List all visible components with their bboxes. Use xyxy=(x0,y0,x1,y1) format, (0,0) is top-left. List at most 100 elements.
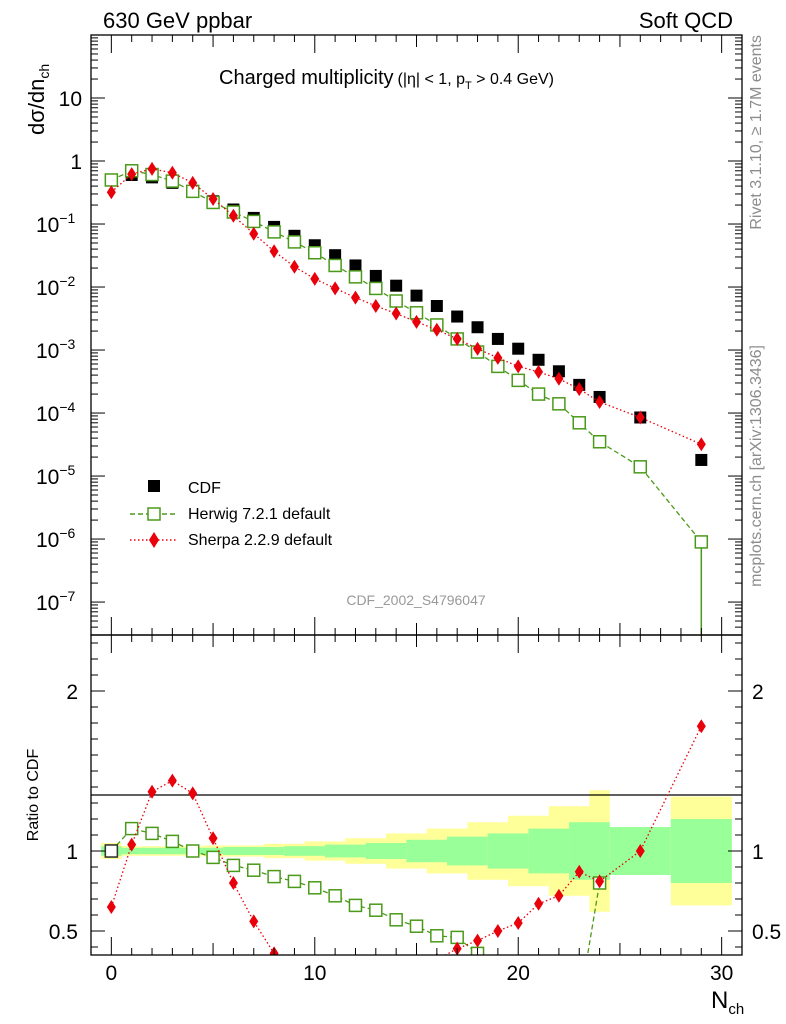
main-point-cdf xyxy=(512,342,525,355)
ratio-band-inner xyxy=(284,846,325,856)
ratio-point-sherpa xyxy=(473,933,483,948)
analysis-watermark: CDF_2002_S4796047 xyxy=(346,592,486,608)
ratio-point-herwig xyxy=(226,858,241,873)
ratio-ytick-label-left: 0.5 xyxy=(49,921,78,944)
ratio-band-inner xyxy=(406,839,448,863)
main-line-sherpa xyxy=(110,168,702,445)
ratio-band-inner xyxy=(365,843,407,859)
main-point-cdf xyxy=(451,310,464,323)
ratio-ytick-label-right: 1 xyxy=(752,841,764,864)
ratio-band-inner xyxy=(487,833,529,869)
main-point-cdf xyxy=(349,259,362,272)
ratio-ytick-label-left: 2 xyxy=(66,681,78,704)
main-ytick-label: 10−4 xyxy=(36,399,76,426)
legend-marker-sherpa xyxy=(149,532,159,548)
main-point-sherpa xyxy=(473,341,483,356)
main-point-herwig xyxy=(104,173,119,187)
chart-title-cut-sub: T xyxy=(465,80,472,92)
main-point-sherpa xyxy=(534,364,544,379)
ratio-xlabel: Nch xyxy=(711,987,744,1018)
main-point-sherpa xyxy=(635,410,645,425)
ratio-point-sherpa xyxy=(167,773,177,788)
ratio-point-sherpa xyxy=(513,916,523,930)
ratio-point-sherpa xyxy=(127,837,137,852)
main-point-cdf xyxy=(390,279,403,292)
main-point-sherpa xyxy=(574,382,584,397)
main-point-sherpa xyxy=(432,322,442,337)
main-point-sherpa xyxy=(493,350,503,365)
main-point-cdf xyxy=(552,365,565,378)
main-point-herwig xyxy=(592,435,607,449)
ratio-point-sherpa xyxy=(331,988,340,1002)
ratio-band-inner xyxy=(121,847,224,855)
main-point-sherpa xyxy=(452,331,462,346)
main-ylabel: dσ/dnch xyxy=(24,64,52,135)
legend-label-cdf: CDF xyxy=(188,480,221,497)
main-ylabel-text: dσ/dn xyxy=(24,79,49,135)
main-point-cdf xyxy=(329,249,342,262)
chart-title-main: Charged multiplicity xyxy=(219,67,394,89)
main-ytick-label: 10−3 xyxy=(36,336,76,363)
ratio-point-herwig xyxy=(573,999,585,1011)
main-point-sherpa xyxy=(147,161,157,176)
main-point-sherpa xyxy=(371,298,381,313)
ratio-band-inner xyxy=(324,844,366,858)
main-point-herwig xyxy=(511,373,525,388)
main-point-sherpa xyxy=(167,165,177,180)
ratio-point-herwig xyxy=(409,919,424,933)
legend-label-sherpa: Sherpa 2.2.9 default xyxy=(188,532,333,549)
ratio-point-cdf-reference xyxy=(104,844,119,858)
ratio-point-herwig xyxy=(308,881,322,895)
main-point-sherpa xyxy=(106,185,116,200)
legend: CDF Herwig 7.2.1 default Sherpa 2.2.9 de… xyxy=(130,480,333,549)
main-ytick-label: 10−7 xyxy=(36,588,76,615)
main-point-herwig xyxy=(369,281,383,296)
chart-title: Charged multiplicity (|η| < 1, pT > 0.4 G… xyxy=(219,67,554,92)
main-point-herwig xyxy=(572,416,586,430)
main-ytick-label: 10−2 xyxy=(36,273,76,300)
main-point-cdf xyxy=(430,299,443,312)
ratio-xtick-label: 0 xyxy=(106,962,118,985)
ratio-point-sherpa xyxy=(534,896,544,911)
ratio-ytick-label-right: 2 xyxy=(752,681,764,704)
main-point-sherpa xyxy=(289,259,299,274)
main-point-herwig xyxy=(552,397,566,411)
ratio-point-herwig xyxy=(287,874,302,889)
chart-title-cut-2: > 0.4 GeV) xyxy=(472,71,554,88)
ratio-xlabel-sub: ch xyxy=(728,1001,744,1018)
ratio-point-sherpa xyxy=(554,888,564,903)
ratio-point-sherpa xyxy=(493,924,503,938)
ratio-xtick-label: 20 xyxy=(507,962,530,985)
header-right: Soft QCD xyxy=(639,8,733,33)
ratio-point-sherpa xyxy=(635,844,645,858)
ratio-point-sherpa xyxy=(228,876,238,890)
ratio-point-herwig xyxy=(553,994,565,1006)
ratio-point-sherpa xyxy=(310,985,319,999)
main-point-sherpa xyxy=(310,271,320,286)
main-point-herwig xyxy=(531,387,546,401)
ratio-point-sherpa xyxy=(290,972,299,986)
ratio-point-herwig xyxy=(328,889,342,903)
legend-label-herwig: Herwig 7.2.1 default xyxy=(188,506,331,523)
main-point-sherpa xyxy=(228,208,238,223)
main-point-sherpa xyxy=(188,175,198,190)
ratio-point-sherpa xyxy=(371,972,380,986)
ratio-band-inner xyxy=(528,828,570,874)
main-point-sherpa xyxy=(513,359,523,374)
ratio-band-inner xyxy=(447,836,488,866)
main-point-sherpa xyxy=(208,191,218,206)
main-point-cdf xyxy=(369,269,382,282)
ratio-reference xyxy=(104,844,119,858)
ratio-xtick-label: 30 xyxy=(710,962,733,985)
header-left: 630 GeV ppbar xyxy=(103,8,252,33)
ratio-point-herwig xyxy=(430,929,444,943)
main-ytick-label: 1 xyxy=(70,151,82,174)
ratio-point-sherpa xyxy=(208,831,218,846)
ratio-point-herwig xyxy=(492,960,504,972)
main-point-herwig xyxy=(633,460,648,474)
ratio-point-herwig xyxy=(165,834,180,849)
ratio-point-herwig xyxy=(267,869,281,884)
ratio-point-sherpa xyxy=(351,980,360,994)
ratio-point-herwig xyxy=(533,984,545,996)
